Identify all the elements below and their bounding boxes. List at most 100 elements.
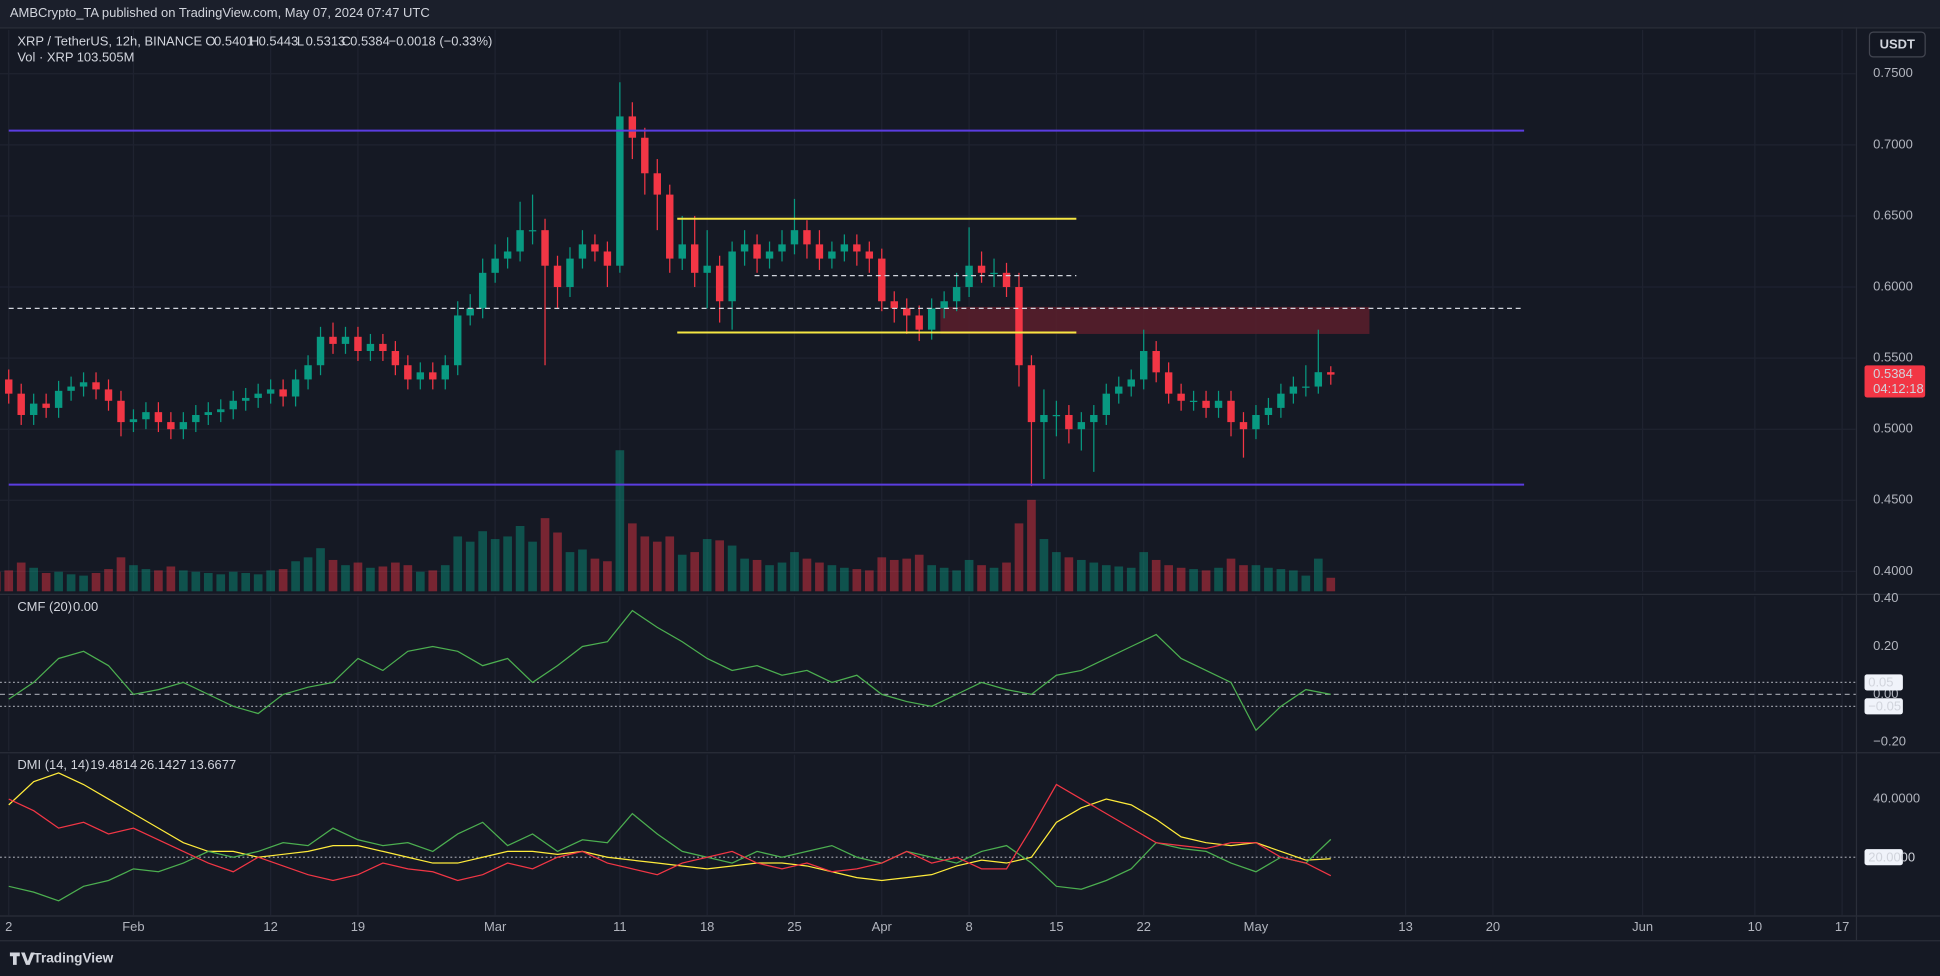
volume-bar xyxy=(378,566,388,592)
candle-body xyxy=(354,336,362,352)
candle-body xyxy=(828,251,836,259)
level-label: −0.05 xyxy=(1868,698,1901,713)
volume-bar xyxy=(328,559,338,592)
volume-bar xyxy=(179,570,188,592)
candle-body xyxy=(616,116,624,266)
candle-body xyxy=(903,308,911,316)
volume-bar xyxy=(864,570,874,592)
x-tick-label: Jun xyxy=(1632,919,1653,934)
volume-bar xyxy=(440,565,450,592)
volume-bar xyxy=(952,570,961,592)
plot-area xyxy=(0,29,1856,916)
volume-bar xyxy=(1052,552,1061,592)
volume-bar xyxy=(191,571,201,592)
volume-bar xyxy=(1027,499,1036,592)
x-tick-label: 25 xyxy=(787,919,801,934)
volume-bar xyxy=(391,562,400,592)
candle-body xyxy=(366,343,375,352)
volume-bar xyxy=(889,559,899,592)
volume-bar xyxy=(802,558,812,592)
change-value: −0.0018 (−0.33%) xyxy=(388,33,492,48)
candle-body xyxy=(541,230,549,266)
level-label-box xyxy=(1864,674,1903,691)
volume-bar xyxy=(228,571,238,592)
candle-body xyxy=(266,389,275,394)
volume-bar xyxy=(727,545,737,592)
x-tick-label: 2 xyxy=(5,919,12,934)
candle-body xyxy=(790,230,799,245)
candle-body xyxy=(1102,393,1110,415)
volume-bar xyxy=(253,574,263,592)
candle-body xyxy=(129,419,138,423)
volume-bar xyxy=(4,570,14,592)
candle-body xyxy=(441,365,449,380)
volume-bar xyxy=(1077,559,1086,592)
ohlc-label: L xyxy=(297,33,304,48)
candle-body xyxy=(1264,407,1273,415)
y-tick-label: 0.4000 xyxy=(1873,563,1913,578)
candle-body xyxy=(1177,393,1185,401)
x-tick-label: Mar xyxy=(484,919,507,934)
candle-body xyxy=(241,397,250,401)
volume-bar xyxy=(1289,570,1298,592)
currency-label[interactable]: USDT xyxy=(1880,37,1915,52)
volume-bar xyxy=(166,566,176,592)
candle-body xyxy=(429,372,437,380)
candle-body xyxy=(67,386,75,391)
candle-body xyxy=(404,365,412,380)
volume-bar xyxy=(1239,565,1248,592)
volume-bar xyxy=(540,518,550,592)
volume-bar xyxy=(1089,562,1099,592)
candle-body xyxy=(628,116,637,138)
volume-bar xyxy=(1189,569,1198,592)
ohlc-value: 0.5401 xyxy=(214,33,254,48)
volume-bar xyxy=(79,575,88,592)
price-tag-value: 0.5384 xyxy=(1873,366,1913,381)
volume-bar xyxy=(478,531,488,592)
candle-body xyxy=(54,390,63,408)
candle-body xyxy=(1214,400,1223,408)
x-tick-label: 19 xyxy=(351,919,365,934)
x-tick-label: 17 xyxy=(1835,919,1849,934)
volume-bar xyxy=(827,565,837,592)
volume-bar xyxy=(154,570,163,592)
candle-body xyxy=(341,336,350,344)
candle-body xyxy=(391,351,400,366)
candle-body xyxy=(117,400,125,423)
volume-bar xyxy=(104,569,113,592)
x-tick-label: 18 xyxy=(700,919,714,934)
level-label-box xyxy=(1864,849,1903,866)
x-tick-label: Apr xyxy=(872,919,893,934)
candle-body xyxy=(192,414,200,423)
x-tick-label: 12 xyxy=(263,919,277,934)
candle-body xyxy=(204,412,212,415)
candle-body xyxy=(1327,372,1335,375)
currency-button[interactable] xyxy=(1868,31,1926,58)
brand: TradingView xyxy=(9,950,114,965)
candle-body xyxy=(803,230,811,245)
x-tick-label: 13 xyxy=(1398,919,1412,934)
price-tag xyxy=(1864,365,1926,398)
candle-body xyxy=(528,230,537,232)
volume-bar xyxy=(590,558,600,592)
indicator-line xyxy=(8,783,1332,882)
candle-body xyxy=(1052,414,1061,417)
indicator-value: 0.00 xyxy=(73,599,98,614)
candle-body xyxy=(553,265,562,288)
volume-bar xyxy=(1313,558,1323,592)
volume-bar xyxy=(1251,565,1261,592)
volume-bar xyxy=(914,554,924,592)
indicator-value: 13.6677 xyxy=(189,757,236,772)
candle-body xyxy=(379,343,387,352)
volume-bar xyxy=(16,562,26,592)
volume-bar xyxy=(677,554,687,592)
resistance-zone xyxy=(940,306,1370,334)
volume-bar xyxy=(877,557,887,592)
volume-bar xyxy=(1176,567,1186,592)
y-tick-label: 0.5500 xyxy=(1873,350,1913,365)
candle-body xyxy=(690,244,699,273)
volume-bar xyxy=(515,525,525,592)
candle-body xyxy=(1302,386,1310,388)
volume-bar xyxy=(428,570,438,592)
candle-body xyxy=(940,301,948,309)
